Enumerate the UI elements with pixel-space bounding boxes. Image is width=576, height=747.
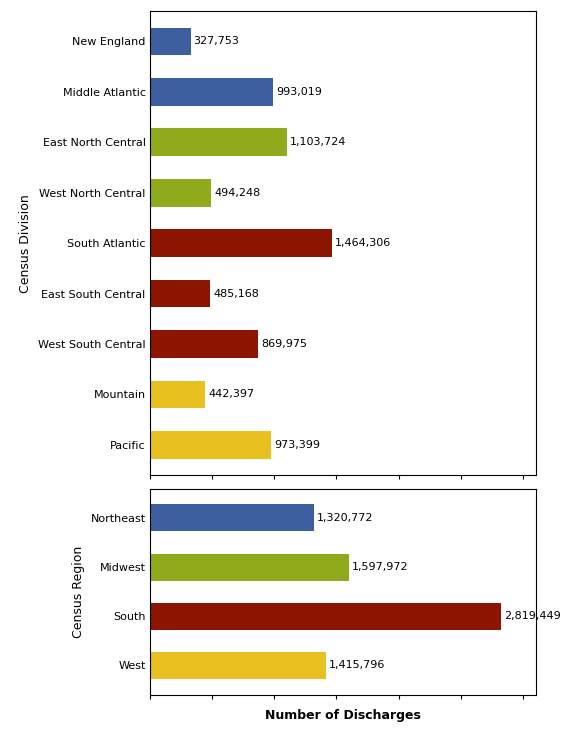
Text: 1,464,306: 1,464,306 xyxy=(335,238,392,248)
Text: 2,819,449: 2,819,449 xyxy=(504,611,560,622)
Bar xyxy=(150,229,332,257)
Text: 993,019: 993,019 xyxy=(276,87,323,97)
Y-axis label: Census Region: Census Region xyxy=(72,545,85,638)
Text: 494,248: 494,248 xyxy=(214,187,261,198)
Bar xyxy=(150,128,287,156)
Bar xyxy=(150,431,271,459)
Bar xyxy=(150,504,314,531)
Bar xyxy=(150,554,348,580)
Y-axis label: Census Division: Census Division xyxy=(20,193,32,293)
Bar xyxy=(150,279,210,308)
Bar xyxy=(150,78,274,106)
Text: 869,975: 869,975 xyxy=(261,339,307,349)
Bar xyxy=(150,380,205,409)
Text: 1,597,972: 1,597,972 xyxy=(352,562,408,572)
Bar xyxy=(150,330,258,358)
Text: 442,397: 442,397 xyxy=(208,389,254,400)
Bar xyxy=(150,603,501,630)
Text: 327,753: 327,753 xyxy=(194,37,240,46)
Bar xyxy=(150,179,211,207)
Text: 485,168: 485,168 xyxy=(213,288,259,299)
Text: 973,399: 973,399 xyxy=(274,440,320,450)
Text: 1,320,772: 1,320,772 xyxy=(317,513,374,523)
Bar xyxy=(150,651,326,679)
Bar xyxy=(150,28,191,55)
Text: 1,103,724: 1,103,724 xyxy=(290,137,347,147)
Text: 1,415,796: 1,415,796 xyxy=(329,660,385,670)
X-axis label: Number of Discharges: Number of Discharges xyxy=(265,710,420,722)
